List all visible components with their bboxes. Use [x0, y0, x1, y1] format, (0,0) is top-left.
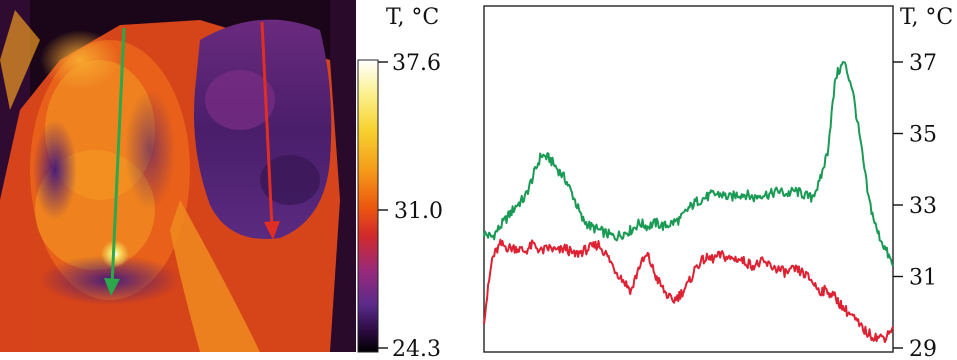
color-scale: 37.6 31.0 24.3 T, °C	[357, 5, 443, 360]
y-axis-label: T, °C	[900, 5, 953, 30]
y-tick-label: 37	[909, 51, 937, 76]
scale-unit-label: T, °C	[386, 5, 439, 30]
scale-tick-max: 37.6	[392, 51, 441, 76]
color-scale-bar	[357, 59, 379, 353]
y-tick-label: 35	[909, 123, 937, 148]
series-line-green	[483, 61, 894, 267]
temperature-profile-chart: T, °C 37 35 33 31 29	[483, 5, 953, 360]
y-tick-label: 33	[909, 194, 937, 219]
scale-tick-mid: 31.0	[394, 199, 443, 224]
y-tick-label: 31	[909, 266, 937, 291]
arrow-down-green-icon	[104, 27, 126, 296]
series-line-red	[483, 238, 894, 344]
y-tick-label: 29	[909, 337, 937, 360]
scale-tick-min: 24.3	[392, 337, 441, 360]
thermogram-image	[0, 0, 356, 352]
plot-frame	[483, 5, 894, 353]
arrow-down-red-icon	[260, 21, 280, 240]
